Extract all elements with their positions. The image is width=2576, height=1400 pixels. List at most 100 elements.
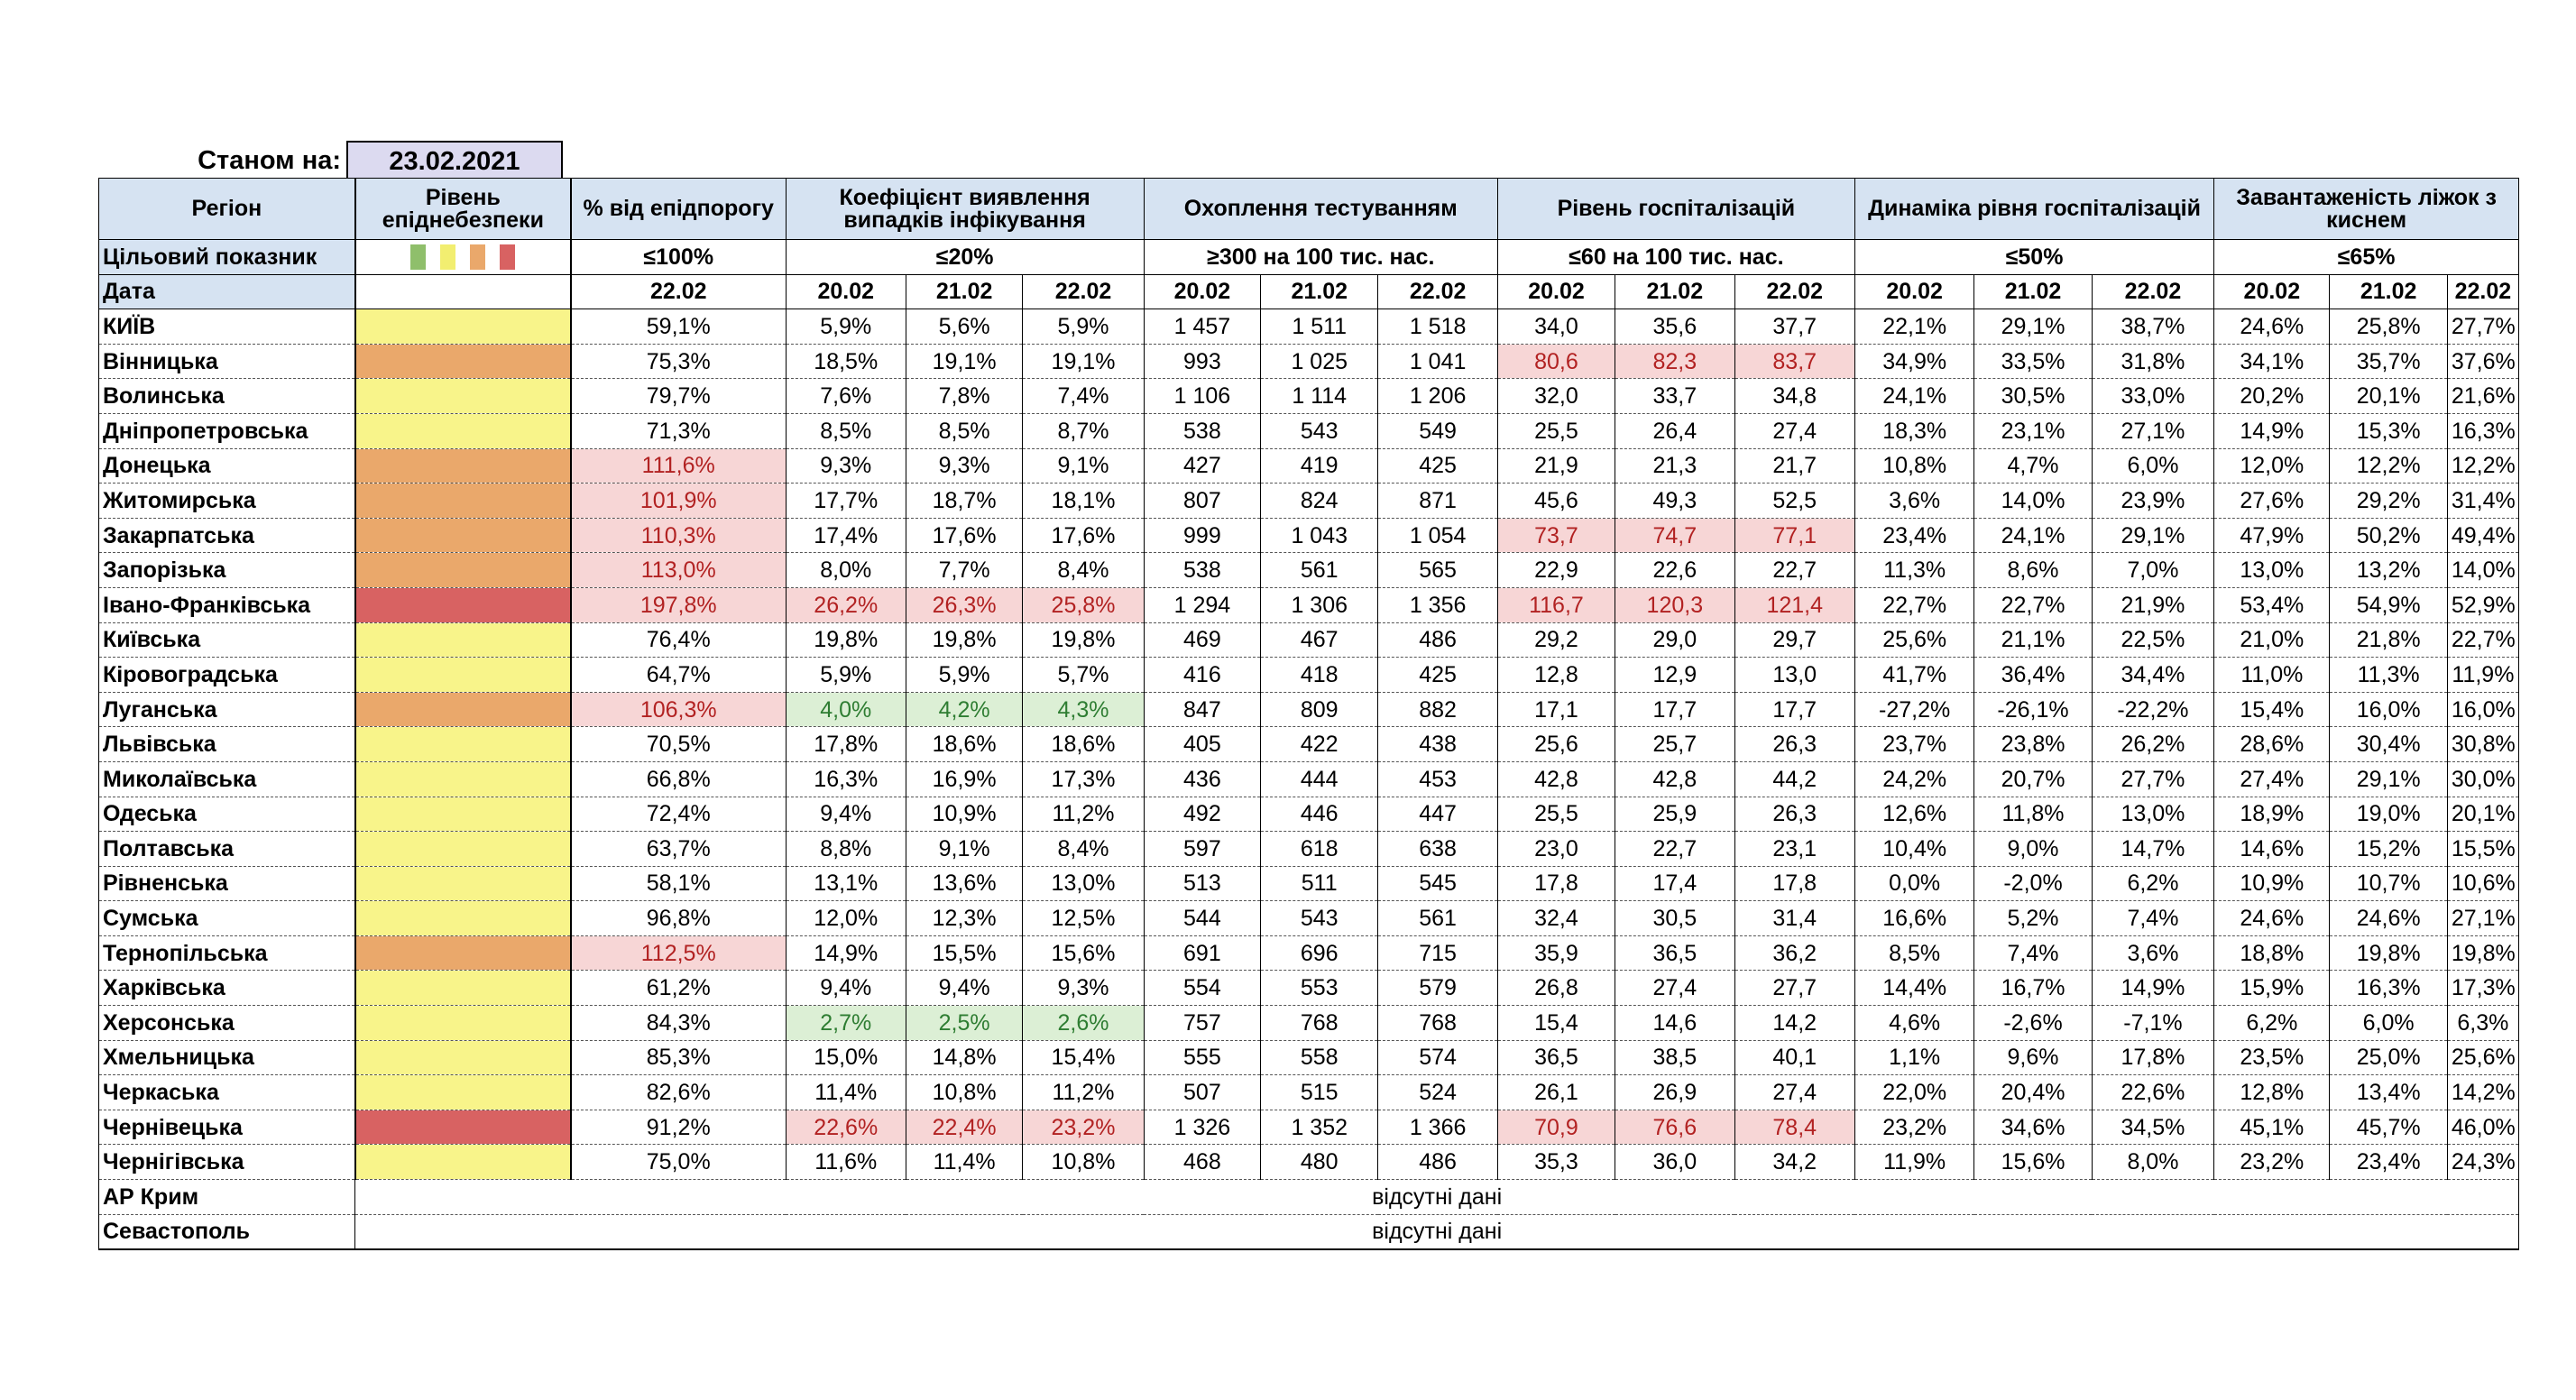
target-label: Цільовий показник: [97, 239, 356, 275]
hosp-dynamics-value: 18,3%: [1854, 412, 1975, 449]
detection-value: 12,0%: [785, 900, 906, 936]
hosp-dynamics-value: 22,5%: [2091, 622, 2215, 659]
header-hosp-dynamics: Динаміка рівня госпіталізацій: [1854, 178, 2215, 240]
detection-value: 17,4%: [785, 517, 906, 554]
detection-value: 4,3%: [1022, 691, 1145, 728]
date-dyn-1: 20.02: [1854, 273, 1975, 310]
pct-of-threshold: 64,7%: [570, 657, 787, 693]
detection-value: 19,8%: [785, 622, 906, 659]
date-hosp-3: 22.02: [1734, 273, 1855, 310]
hospitalization-value: 36,0: [1615, 1144, 1735, 1181]
hosp-dynamics-value: -22,2%: [2091, 691, 2215, 728]
oxygen-beds-value: 6,0%: [2329, 1005, 2448, 1041]
detection-value: 11,2%: [1022, 796, 1145, 833]
hospitalization-value: 83,7: [1734, 343, 1855, 380]
oxygen-beds-value: 19,0%: [2329, 796, 2448, 833]
date-test-1: 20.02: [1143, 273, 1262, 310]
as-of-date: 23.02.2021: [346, 141, 563, 179]
region-name: КИЇВ: [97, 309, 356, 345]
detection-value: 4,0%: [785, 691, 906, 728]
table-row: КИЇВ 59,1% 5,9% 5,6% 5,9% 1 457 1 511 1 518 34,0…: [97, 309, 2520, 345]
detection-value: 11,2%: [1022, 1074, 1145, 1110]
testing-value: 1 041: [1377, 343, 1498, 380]
oxygen-beds-value: 15,5%: [2446, 831, 2520, 867]
oxygen-beds-value: 25,0%: [2329, 1039, 2448, 1076]
detection-value: 12,3%: [905, 900, 1024, 936]
detection-value: 5,9%: [905, 657, 1024, 693]
table-row: Полтавська 63,7% 8,8% 9,1% 8,4% 597 618 638 23,0…: [97, 831, 2520, 867]
testing-value: 847: [1143, 691, 1262, 728]
table-row: Вінницька 75,3% 18,5% 19,1% 19,1% 993 1 025 1 0…: [97, 343, 2520, 380]
table-row: Харківська 61,2% 9,4% 9,4% 9,3% 554 553 579 26,8…: [97, 970, 2520, 1007]
pct-of-threshold: 66,8%: [570, 760, 787, 797]
hosp-dynamics-value: 11,8%: [1973, 796, 2093, 833]
level-cell: [354, 309, 572, 345]
detection-value: 7,7%: [905, 552, 1024, 588]
detection-value: 22,6%: [785, 1109, 906, 1146]
oxygen-beds-value: 12,0%: [2213, 447, 2331, 484]
hospitalization-value: 12,9: [1615, 657, 1735, 693]
region-name: Кіровоградська: [97, 657, 356, 693]
detection-value: 16,9%: [905, 760, 1024, 797]
hospitalization-value: 26,4: [1615, 412, 1735, 449]
hospitalization-value: 25,5: [1496, 412, 1616, 449]
oxygen-beds-value: 20,1%: [2329, 378, 2448, 414]
hosp-dynamics-value: 25,6%: [1854, 622, 1975, 659]
oxygen-beds-value: 53,4%: [2213, 586, 2331, 623]
legend-green-swatch: [410, 244, 427, 270]
target-hospitalization: ≤60 на 100 тис. нас.: [1496, 239, 1855, 275]
oxygen-beds-value: 14,9%: [2213, 412, 2331, 449]
testing-value: 418: [1260, 657, 1379, 693]
level-cell: [354, 1039, 572, 1076]
pct-of-threshold: 110,3%: [570, 517, 787, 554]
hospitalization-value: 22,7: [1615, 831, 1735, 867]
hosp-dynamics-value: 29,1%: [2091, 517, 2215, 554]
hospitalization-value: 36,5: [1496, 1039, 1616, 1076]
testing-value: 524: [1377, 1074, 1498, 1110]
level-cell: [354, 865, 572, 902]
region-name: Житомирська: [97, 483, 356, 519]
level-cell: [354, 691, 572, 728]
hospitalization-value: 36,2: [1734, 935, 1855, 972]
oxygen-beds-value: 22,7%: [2446, 622, 2520, 659]
testing-value: 691: [1143, 935, 1262, 972]
testing-value: 549: [1377, 412, 1498, 449]
oxygen-beds-value: 6,2%: [2213, 1005, 2331, 1041]
region-name: Київська: [97, 622, 356, 659]
oxygen-beds-value: 18,9%: [2213, 796, 2331, 833]
hospitalization-value: 15,4: [1496, 1005, 1616, 1041]
level-cell: [354, 1074, 572, 1110]
testing-value: 1 025: [1260, 343, 1379, 380]
oxygen-beds-value: 20,1%: [2446, 796, 2520, 833]
hosp-dynamics-value: 23,8%: [1973, 726, 2093, 762]
level-cell: [354, 935, 572, 972]
region-name: Севастополь: [97, 1213, 356, 1250]
pct-of-threshold: 113,0%: [570, 552, 787, 588]
hospitalization-value: 38,5: [1615, 1039, 1735, 1076]
table-row: Чернігівська 75,0% 11,6% 11,4% 10,8% 468 480 48…: [97, 1144, 2520, 1181]
date-hosp-1: 20.02: [1496, 273, 1616, 310]
hospitalization-value: 17,1: [1496, 691, 1616, 728]
detection-value: 8,5%: [905, 412, 1024, 449]
oxygen-beds-value: 52,9%: [2446, 586, 2520, 623]
region-name: Тернопільська: [97, 935, 356, 972]
table-row: Волинська 79,7% 7,6% 7,8% 7,4% 1 106 1 114 1 20…: [97, 378, 2520, 414]
hosp-dynamics-value: 17,8%: [2091, 1039, 2215, 1076]
oxygen-beds-value: 49,4%: [2446, 517, 2520, 554]
hosp-dynamics-value: 7,4%: [2091, 900, 2215, 936]
hosp-dynamics-value: 24,1%: [1973, 517, 2093, 554]
testing-value: 574: [1377, 1039, 1498, 1076]
detection-value: 12,5%: [1022, 900, 1145, 936]
header-region: Регіон: [97, 178, 356, 240]
region-name: Вінницька: [97, 343, 356, 380]
table-row: Севастополь відсутні дані: [97, 1213, 2519, 1250]
hosp-dynamics-value: -7,1%: [2091, 1005, 2215, 1041]
testing-value: 444: [1260, 760, 1379, 797]
testing-value: 543: [1260, 900, 1379, 936]
testing-value: 558: [1260, 1039, 1379, 1076]
detection-value: 13,0%: [1022, 865, 1145, 902]
testing-value: 1 106: [1143, 378, 1262, 414]
date-pct: 22.02: [570, 273, 787, 310]
testing-value: 545: [1377, 865, 1498, 902]
detection-value: 7,4%: [1022, 378, 1145, 414]
